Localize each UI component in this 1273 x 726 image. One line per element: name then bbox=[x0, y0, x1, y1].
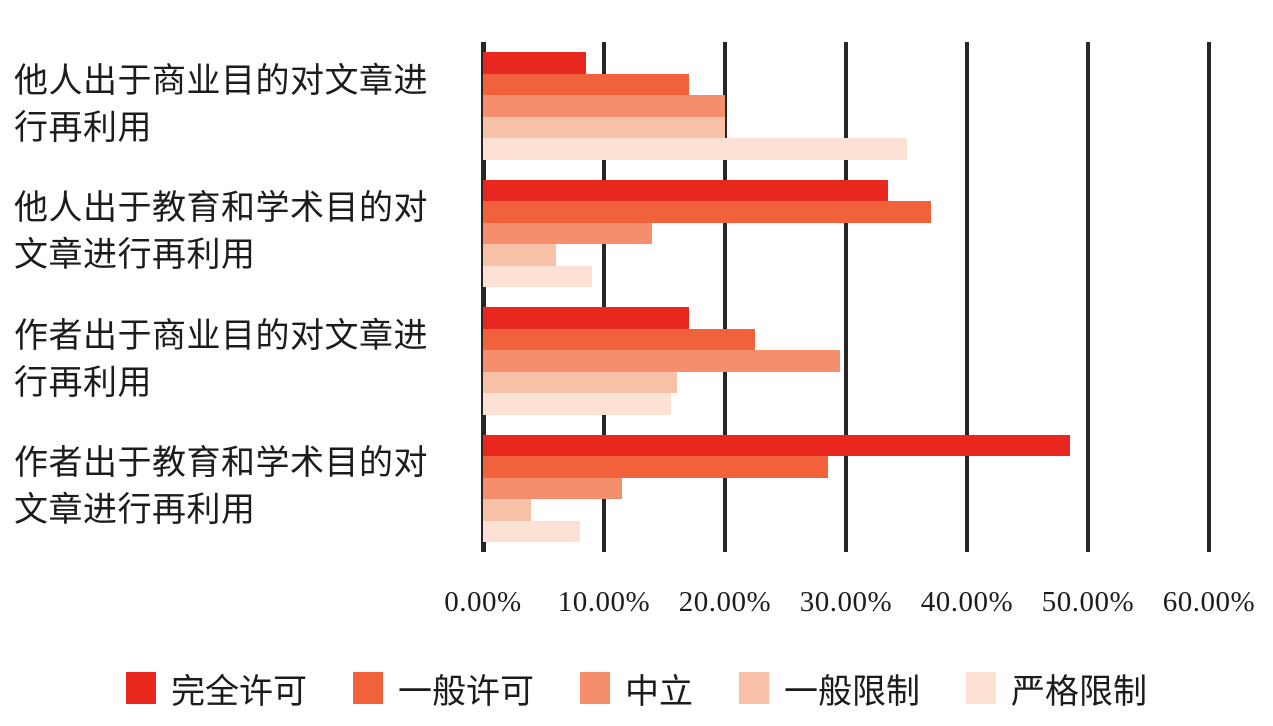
x-axis: 0.00% 10.00% 20.00% 30.00% 40.00% 50.00% 60.00… bbox=[444, 586, 1254, 628]
x-tick-label: 60.00% bbox=[1162, 586, 1256, 618]
category-label: 他人出于教育和学术目的对文章进行再利用 bbox=[14, 190, 428, 275]
legend-swatch bbox=[580, 672, 610, 704]
bar-group bbox=[483, 170, 1209, 298]
x-tick-label: 40.00% bbox=[920, 586, 1014, 618]
legend-item: 严格限制 bbox=[966, 664, 1147, 713]
gridline bbox=[844, 42, 848, 552]
category-label-cell: 作者出于教育和学术目的对文章进行再利用 bbox=[0, 425, 470, 553]
bar-4 bbox=[483, 499, 532, 521]
legend-label: 完全许可 bbox=[171, 673, 307, 711]
gridline bbox=[723, 42, 727, 552]
bar-group bbox=[483, 42, 1209, 170]
gridline bbox=[1086, 42, 1090, 552]
x-tick-label: 10.00% bbox=[557, 586, 651, 618]
category-label: 作者出于商业目的对文章进行再利用 bbox=[14, 317, 428, 402]
category-label-cell: 他人出于教育和学术目的对文章进行再利用 bbox=[0, 170, 470, 298]
legend-label: 一般许可 bbox=[398, 673, 534, 711]
legend-swatch bbox=[739, 672, 769, 704]
gridline bbox=[965, 42, 969, 552]
bar-5 bbox=[483, 265, 592, 287]
bar-3 bbox=[483, 350, 840, 372]
bar-5 bbox=[483, 520, 580, 542]
bar-4 bbox=[483, 116, 725, 138]
legend-item: 完全许可 bbox=[126, 664, 307, 713]
category-label-cell: 作者出于商业目的对文章进行再利用 bbox=[0, 297, 470, 425]
bar-1 bbox=[483, 307, 689, 329]
bar-3 bbox=[483, 95, 725, 117]
legend-item: 一般许可 bbox=[353, 664, 534, 713]
legend-swatch bbox=[126, 672, 156, 704]
bar-5 bbox=[483, 138, 907, 160]
bar-5 bbox=[483, 393, 671, 415]
bar-4 bbox=[483, 244, 556, 266]
legend-item: 一般限制 bbox=[739, 664, 920, 713]
bar-2 bbox=[483, 201, 931, 223]
bar-2 bbox=[483, 456, 828, 478]
gridline bbox=[602, 42, 606, 552]
x-tick-label: 30.00% bbox=[799, 586, 893, 618]
bar-group bbox=[483, 297, 1209, 425]
category-label-column: 他人出于商业目的对文章进行再利用 他人出于教育和学术目的对文章进行再利用 作者出于商… bbox=[0, 42, 470, 552]
y-axis-line bbox=[481, 42, 486, 552]
legend: 完全许可 一般许可 中立 一般限制 严格限制 bbox=[0, 660, 1273, 716]
legend-label: 严格限制 bbox=[1011, 673, 1147, 711]
bar-2 bbox=[483, 73, 689, 95]
x-tick-label: 20.00% bbox=[678, 586, 772, 618]
bar-1 bbox=[483, 434, 1070, 456]
bar-3 bbox=[483, 222, 653, 244]
category-label: 作者出于教育和学术目的对文章进行再利用 bbox=[14, 445, 428, 530]
legend-swatch bbox=[966, 672, 996, 704]
bar-1 bbox=[483, 52, 586, 74]
legend-item: 中立 bbox=[580, 664, 693, 713]
x-tick-label: 0.00% bbox=[444, 586, 522, 618]
category-label-cell: 他人出于商业目的对文章进行再利用 bbox=[0, 42, 470, 170]
legend-label: 中立 bbox=[625, 673, 693, 711]
bar-4 bbox=[483, 371, 677, 393]
legend-swatch bbox=[353, 672, 383, 704]
x-tick-label: 50.00% bbox=[1041, 586, 1135, 618]
legend-label: 一般限制 bbox=[784, 673, 920, 711]
bar-group bbox=[483, 425, 1209, 553]
gridline bbox=[1207, 42, 1211, 552]
bar-2 bbox=[483, 328, 756, 350]
category-label: 他人出于商业目的对文章进行再利用 bbox=[14, 62, 428, 147]
bar-1 bbox=[483, 179, 889, 201]
plot-area bbox=[481, 42, 1211, 553]
bar-3 bbox=[483, 477, 623, 499]
